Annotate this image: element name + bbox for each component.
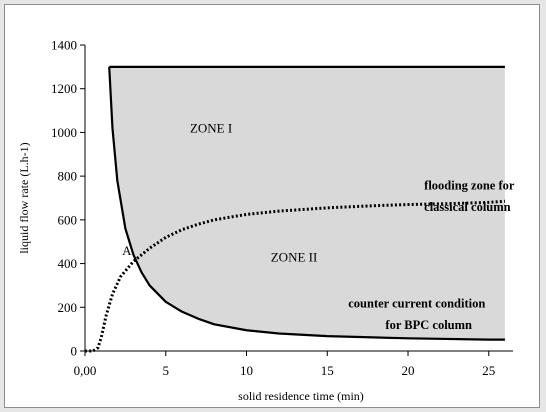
- point-a-label: A: [122, 243, 132, 258]
- y-tick-label: 1200: [51, 81, 77, 96]
- shaded-zone-region: [109, 66, 505, 340]
- y-tick-label: 400: [58, 256, 78, 271]
- x-tick-label: 20: [402, 363, 415, 378]
- x-tick-label: 0,00: [74, 363, 97, 378]
- y-tick-label: 0: [71, 344, 78, 359]
- series-lower-curve: [108, 66, 505, 341]
- x-axis-title: solid residence time (min): [238, 389, 364, 403]
- y-tick-label: 800: [58, 169, 78, 184]
- zone-label: ZONE I: [190, 120, 232, 135]
- chart-frame: 0 200 400 600 800 1000 1200 1400 0,00 5 10 15 20 25 s…: [4, 4, 540, 408]
- chart-svg: 0 200 400 600 800 1000 1200 1400 0,00 5 10 15 20 25 s…: [17, 38, 515, 404]
- curve-annotation: for BPC column: [385, 318, 472, 332]
- y-tick-label: 600: [58, 212, 78, 227]
- zone-label: ZONE II: [271, 249, 318, 264]
- curve-annotation: counter current condition: [348, 296, 485, 310]
- y-tick-label: 200: [58, 300, 78, 315]
- y-tick-label: 1000: [51, 125, 77, 140]
- x-tick-label: 10: [240, 363, 253, 378]
- x-tick-label: 5: [163, 363, 170, 378]
- y-tick-label: 1400: [51, 38, 77, 53]
- curve-annotation: flooding zone for: [424, 178, 515, 192]
- x-tick-label: 25: [482, 363, 495, 378]
- curve-annotation: classical column: [424, 200, 511, 214]
- y-axis-title: liquid flow rate (L.h-1): [17, 142, 31, 253]
- x-tick-label: 15: [321, 363, 334, 378]
